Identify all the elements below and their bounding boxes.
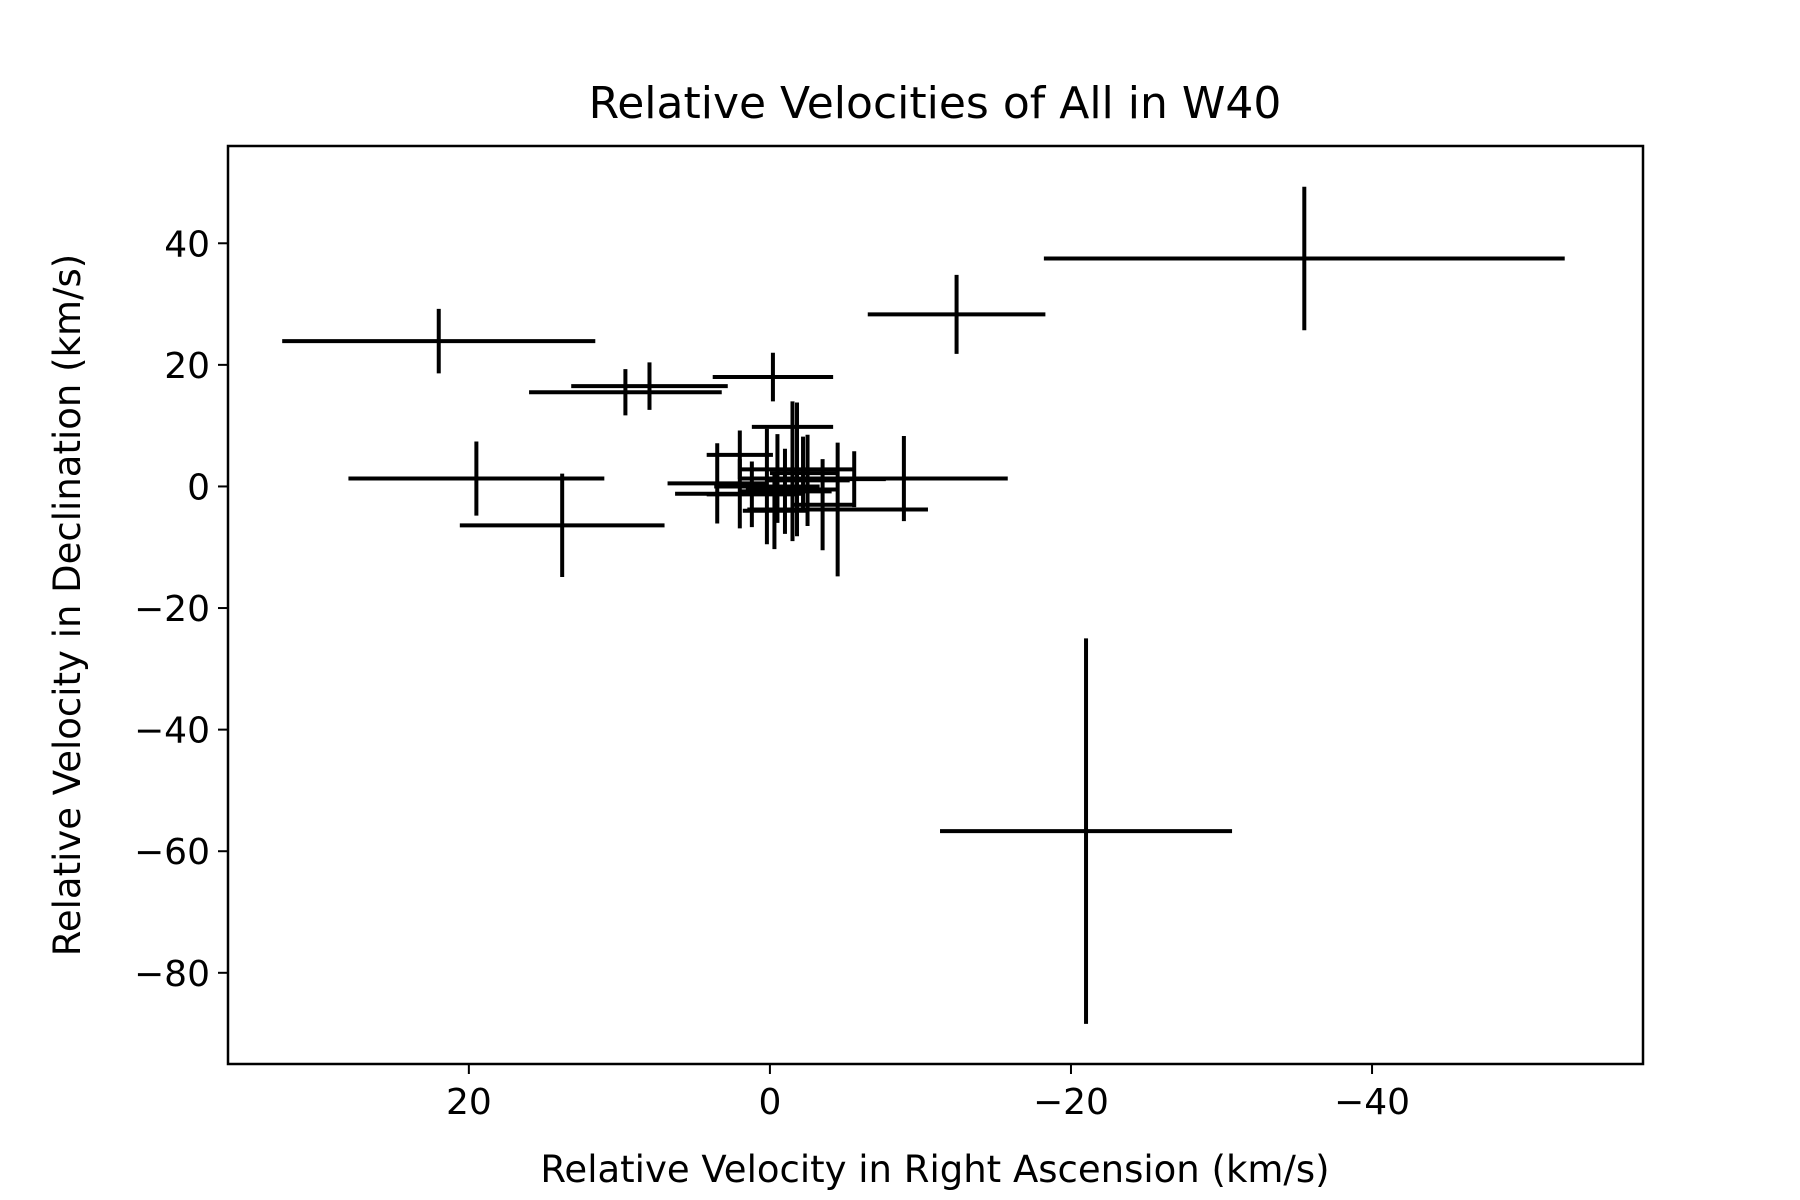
y-tick-label: −80 [134,954,210,995]
y-tick-label: 0 [187,467,210,508]
error-bar-marks [282,186,1565,1024]
chart-title: Relative Velocities of All in W40 [589,78,1282,129]
x-axis-label: Relative Velocity in Right Ascension (km… [540,1148,1329,1191]
error-bar-point-25 [769,436,837,510]
error-bar-point-5 [571,362,728,410]
y-tick-label: 40 [164,224,210,265]
error-bar-point-26 [741,402,853,537]
error-bar-point-8 [459,473,665,578]
x-tick-label: 0 [758,1082,781,1123]
error-bar-point-1 [1043,186,1565,331]
y-tick-label: −40 [134,711,210,752]
error-bar-point-4 [529,369,722,416]
y-axis-ticks: 40 20 0 −20 −40 −60 −80 [134,224,228,995]
error-bar-point-23 [706,461,798,528]
x-tick-label: −20 [1033,1082,1109,1123]
error-bar-point-6 [712,352,834,402]
x-tick-label: 20 [446,1082,492,1123]
x-tick-label: −40 [1334,1082,1410,1123]
error-bar-point-9 [940,638,1233,1024]
x-axis-ticks: 20 0 −20 −40 [446,1064,1410,1123]
error-bar-point-3 [282,308,596,374]
y-tick-label: −60 [134,832,210,873]
error-bar-point-7 [348,441,605,516]
error-bar-point-2 [867,274,1046,354]
y-tick-label: 20 [164,346,210,387]
y-tick-label: −20 [134,589,210,630]
error-bar-point-24 [738,448,832,534]
plot-frame [226,144,1645,1066]
y-axis-label: Relative Velocity in Declination (km/s) [46,254,89,956]
error-bar-point-21 [822,451,886,508]
